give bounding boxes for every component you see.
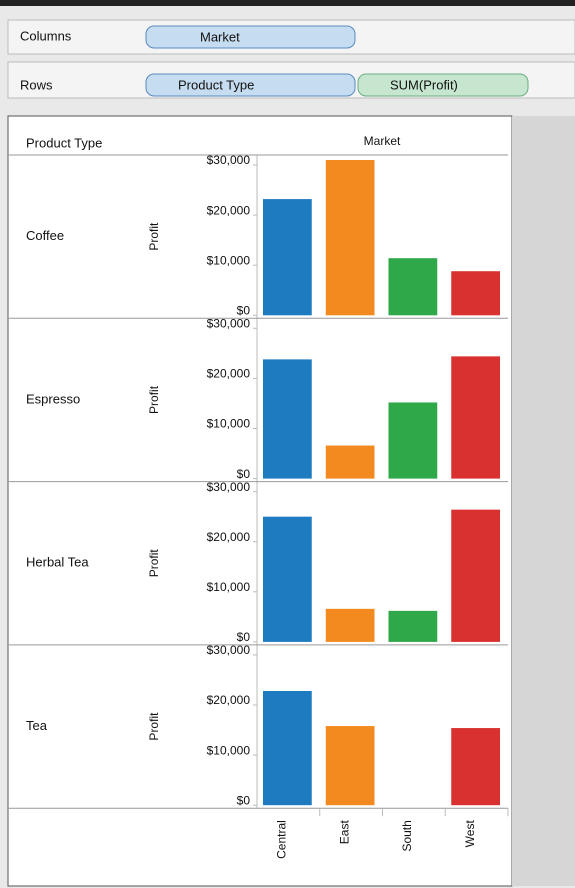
shelf-label: Rows bbox=[20, 77, 53, 92]
y-tick-label: $30,000 bbox=[207, 316, 251, 330]
row-label: Herbal Tea bbox=[26, 555, 89, 570]
y-tick-label: $30,000 bbox=[207, 643, 251, 657]
pill-text: SUM(Profit) bbox=[390, 77, 458, 92]
y-tick-label: $0 bbox=[237, 467, 251, 481]
y-tick-label: $0 bbox=[237, 303, 251, 317]
row-header: Product Type bbox=[26, 135, 102, 150]
x-tick-label: South bbox=[400, 820, 414, 851]
y-tick-label: $20,000 bbox=[207, 693, 251, 707]
empty-area bbox=[512, 116, 575, 886]
bar bbox=[325, 726, 375, 806]
row-label: Coffee bbox=[26, 228, 64, 243]
chart-area bbox=[7, 115, 513, 887]
y-axis-title: Profit bbox=[147, 222, 161, 251]
pill-text: Product Type bbox=[178, 77, 254, 92]
shelf-label: Columns bbox=[20, 28, 72, 43]
y-tick-label: $0 bbox=[237, 793, 251, 807]
y-tick-label: $0 bbox=[237, 630, 251, 644]
y-axis-title: Profit bbox=[147, 712, 161, 741]
bar bbox=[263, 690, 312, 806]
bar bbox=[451, 271, 500, 316]
y-tick-label: $20,000 bbox=[207, 367, 251, 381]
x-tick-label: Central bbox=[275, 820, 289, 859]
x-title: Market bbox=[364, 134, 401, 148]
bar bbox=[325, 608, 375, 642]
bar bbox=[325, 445, 375, 479]
y-axis-title: Profit bbox=[147, 385, 161, 414]
bar bbox=[388, 402, 438, 479]
bar bbox=[263, 359, 312, 479]
pill[interactable] bbox=[145, 25, 356, 49]
top-border bbox=[0, 0, 575, 6]
y-tick-label: $30,000 bbox=[207, 153, 251, 167]
bar bbox=[263, 516, 312, 642]
y-tick-label: $10,000 bbox=[207, 417, 251, 431]
y-tick-label: $10,000 bbox=[207, 580, 251, 594]
bar bbox=[451, 509, 500, 642]
pill-text: Market bbox=[200, 29, 240, 44]
row-label: Espresso bbox=[26, 391, 80, 406]
bar bbox=[325, 160, 375, 316]
bar bbox=[388, 610, 438, 642]
y-axis-title: Profit bbox=[147, 549, 161, 578]
x-tick-label: East bbox=[337, 820, 351, 845]
pill[interactable] bbox=[357, 73, 529, 97]
y-tick-label: $20,000 bbox=[207, 203, 251, 217]
x-tick-label: West bbox=[463, 820, 477, 848]
pill[interactable] bbox=[145, 73, 356, 97]
bar bbox=[388, 258, 438, 316]
y-tick-label: $10,000 bbox=[207, 253, 251, 267]
bar bbox=[451, 356, 500, 479]
bar bbox=[451, 728, 500, 806]
y-tick-label: $20,000 bbox=[207, 530, 251, 544]
row-label: Tea bbox=[26, 718, 48, 733]
y-tick-label: $10,000 bbox=[207, 743, 251, 757]
bar bbox=[263, 199, 312, 316]
y-tick-label: $30,000 bbox=[207, 480, 251, 494]
